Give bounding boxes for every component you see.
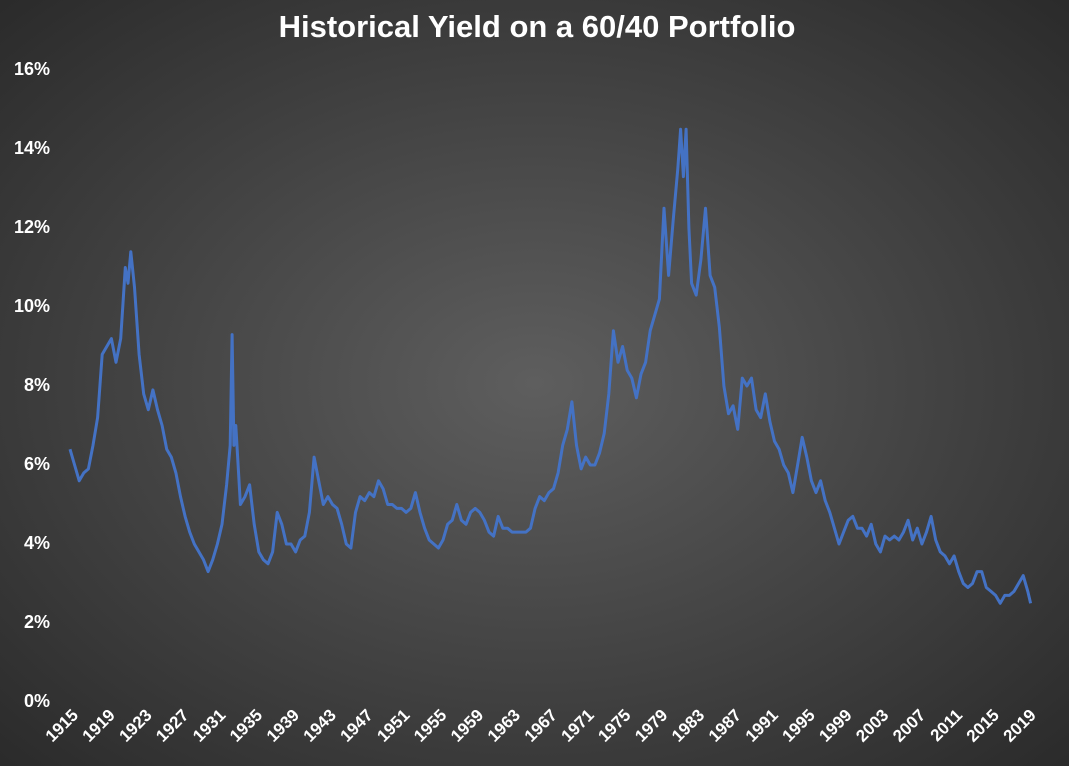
y-tick-label: 8% [24,375,50,395]
y-tick-label: 14% [14,138,50,158]
y-tick-label: 16% [14,59,50,79]
y-tick-label: 0% [24,691,50,711]
y-tick-label: 12% [14,217,50,237]
y-tick-label: 6% [24,454,50,474]
chart-title: Historical Yield on a 60/40 Portfolio [279,9,796,44]
y-tick-label: 4% [24,533,50,553]
data-line [68,127,1033,605]
y-tick-label: 2% [24,612,50,632]
y-tick-label: 10% [14,296,50,316]
